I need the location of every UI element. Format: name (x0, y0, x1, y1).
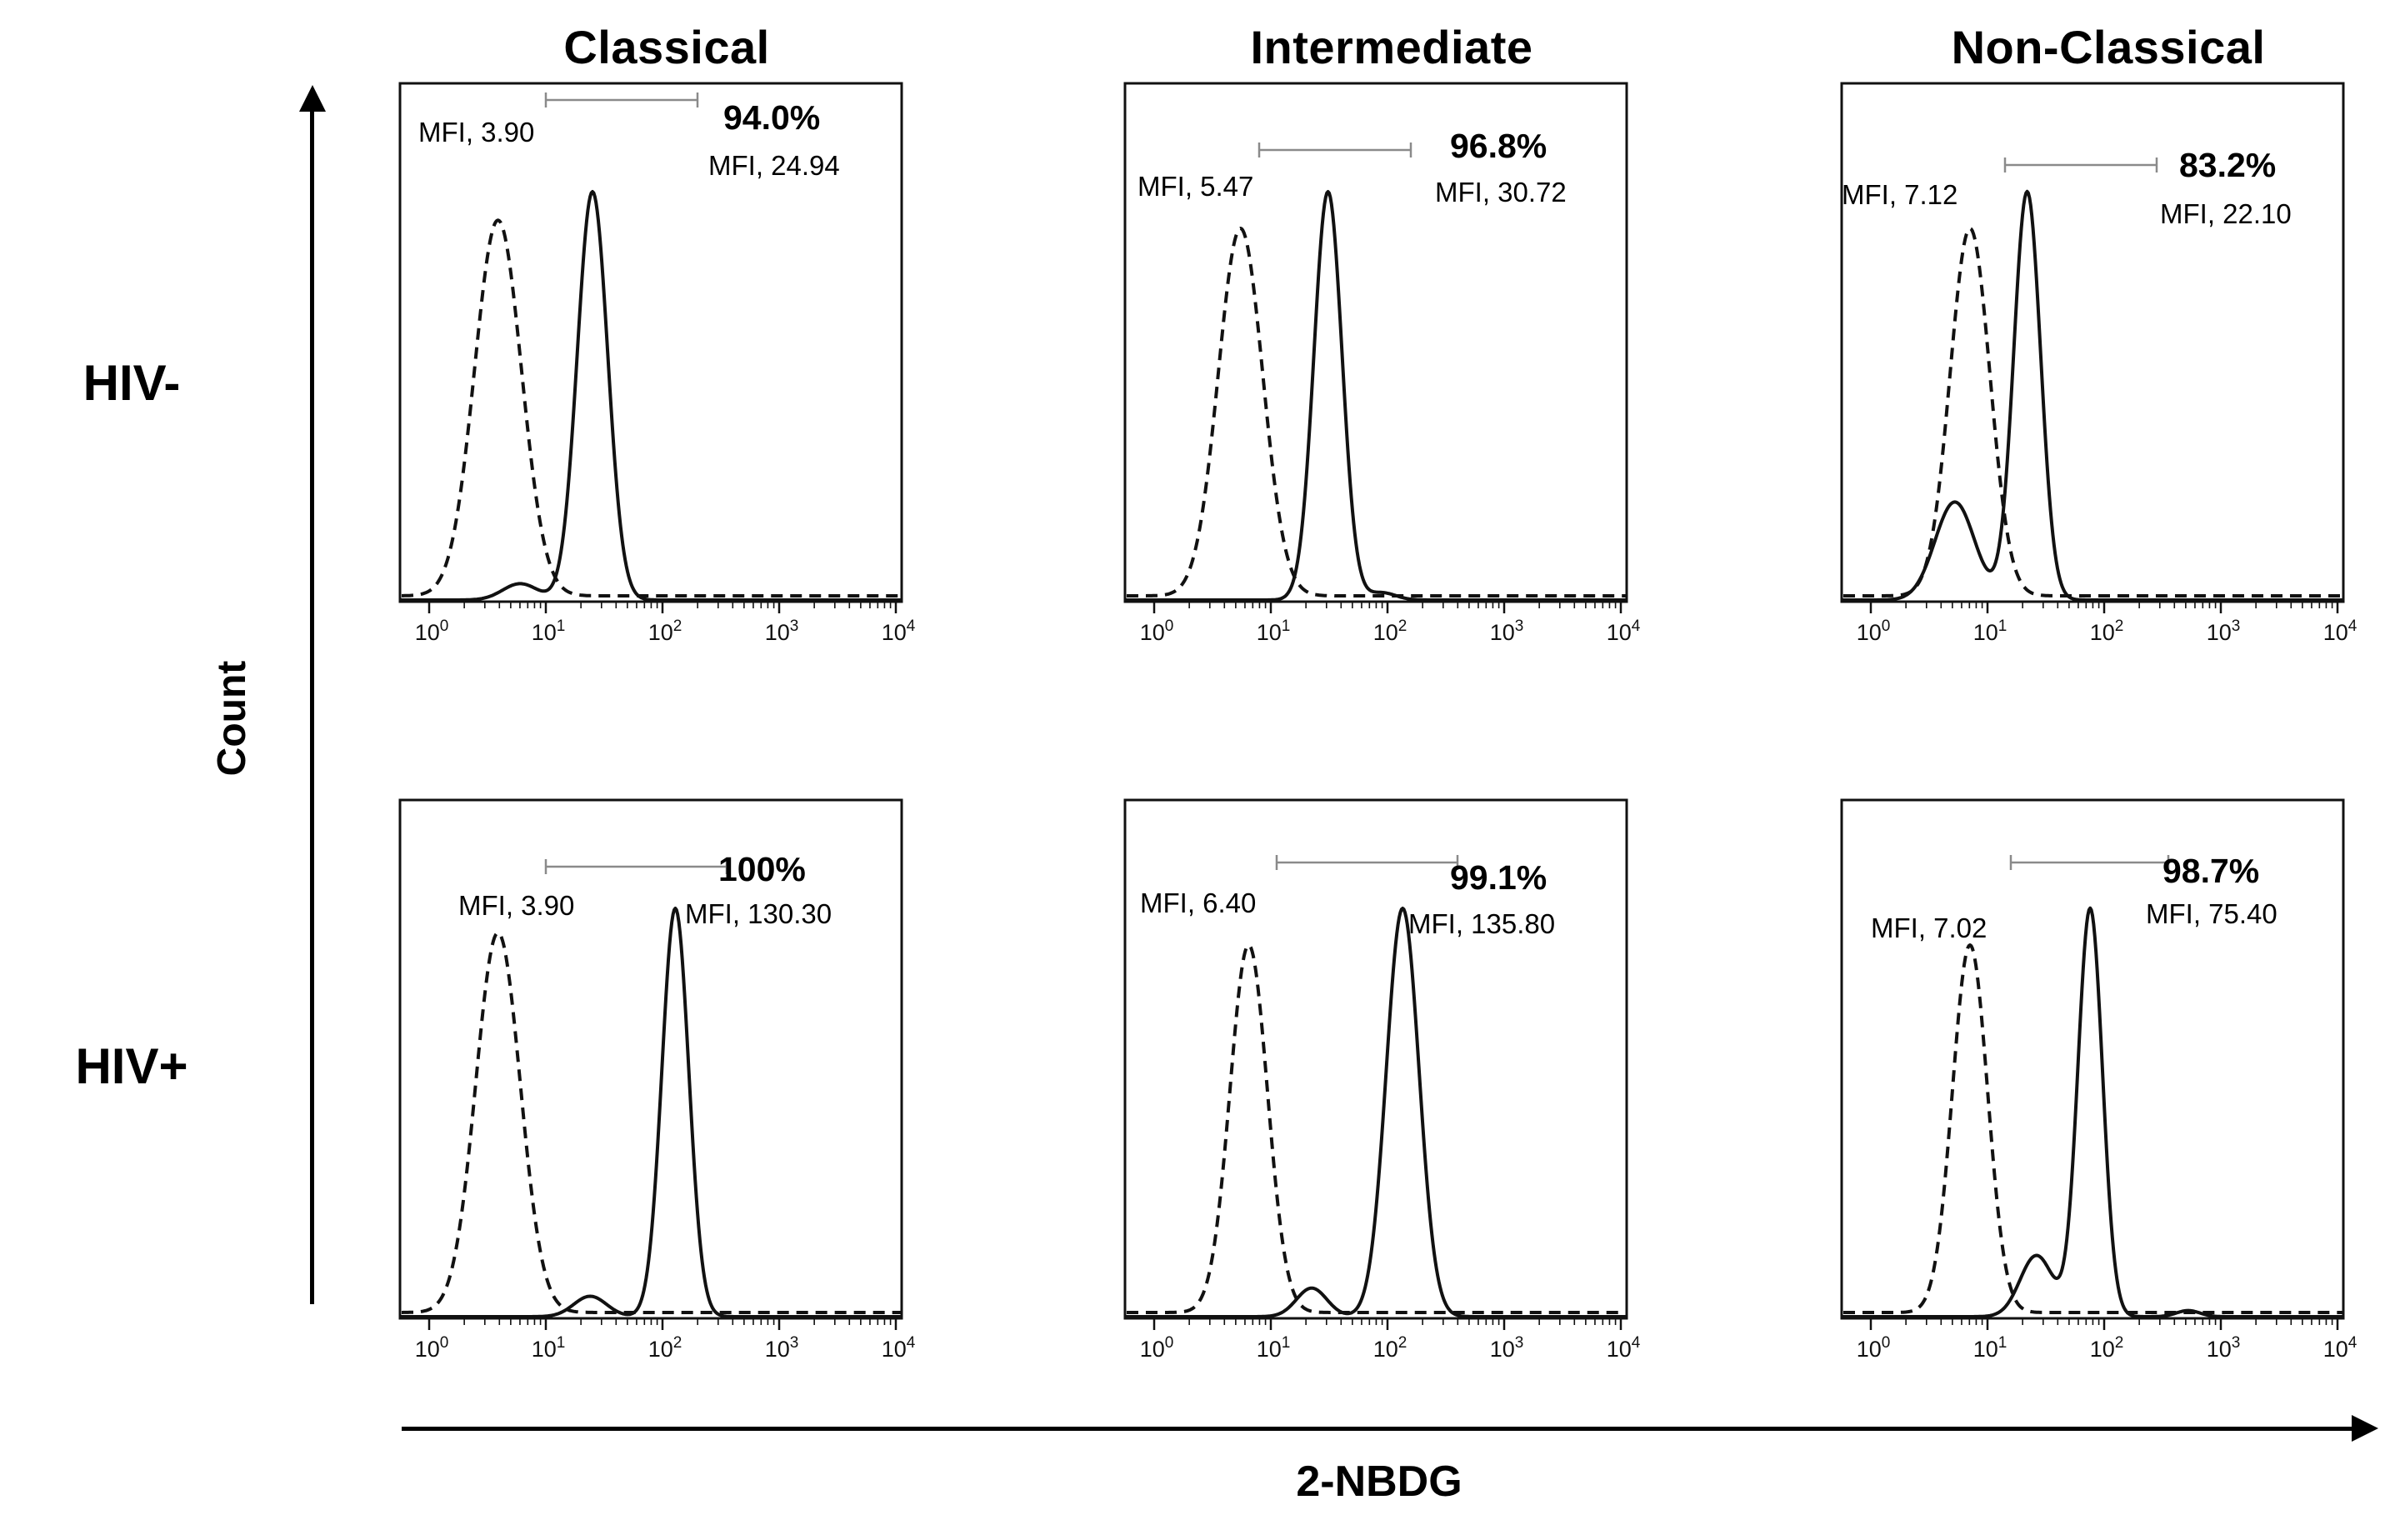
svg-text:104: 104 (2323, 1334, 2358, 1362)
panel-hiv-pos-classical: 100 101 102 103 104 MFI, 3.90 100% MFI, 130.… (392, 792, 942, 1375)
panel-hiv-neg-classical: 100 101 102 103 104 MFI, 3.90 94.0% MFI, 24.… (392, 75, 942, 658)
sample-mfi-label: MFI, 130.30 (685, 898, 832, 929)
control-mfi-label: MFI, 5.47 (1138, 171, 1254, 202)
svg-text:100: 100 (1140, 1334, 1174, 1362)
svg-text:100: 100 (1857, 618, 1891, 645)
svg-text:103: 103 (1490, 618, 1524, 645)
svg-text:102: 102 (2090, 618, 2124, 645)
gate-percent-label: 99.1% (1450, 858, 1548, 897)
column-title-non-classical: Non-Classical (1951, 21, 2266, 73)
y-axis-arrowhead-icon (299, 85, 326, 112)
control-mfi-label: MFI, 7.12 (1842, 179, 1958, 210)
row-title-hiv-negative: HIV- (82, 355, 181, 411)
control-mfi-label: MFI, 7.02 (1871, 912, 1988, 943)
gate-percent-label: 83.2% (2179, 146, 2277, 184)
svg-text:104: 104 (2323, 618, 2358, 645)
histogram-plot: 100 101 102 103 104 (1123, 82, 1641, 645)
svg-text:101: 101 (1257, 618, 1291, 645)
svg-text:100: 100 (415, 618, 449, 645)
gate-bracket (2009, 855, 2170, 870)
sample-mfi-label: MFI, 30.72 (1435, 177, 1567, 208)
svg-text:103: 103 (2207, 1334, 2241, 1362)
svg-text:102: 102 (648, 618, 682, 645)
gate-percent-label: 96.8% (1450, 127, 1548, 165)
svg-text:103: 103 (765, 618, 799, 645)
x-axis-arrowhead-icon (2352, 1415, 2378, 1442)
svg-text:101: 101 (532, 618, 566, 645)
control-mfi-label: MFI, 3.90 (458, 890, 575, 921)
control-mfi-label: MFI, 6.40 (1140, 888, 1257, 918)
x-axis-label: 2-NBDG (1296, 1458, 1462, 1506)
gate-bracket (2003, 158, 2158, 172)
gate-bracket (544, 859, 728, 874)
panel-hiv-neg-intermediate: 100 101 102 103 104 MFI, 5.47 96.8% MFI, 30.… (1117, 75, 1667, 658)
svg-text:101: 101 (532, 1334, 566, 1362)
svg-text:104: 104 (882, 1334, 916, 1362)
panel-hiv-pos-intermediate: 100 101 102 103 104 MFI, 6.40 99.1% MFI, 135… (1117, 792, 1667, 1375)
svg-text:103: 103 (765, 1334, 799, 1362)
histogram-plot: 100 101 102 103 104 (1840, 798, 2358, 1362)
gate-bracket (1258, 142, 1412, 158)
svg-text:104: 104 (1607, 1334, 1641, 1362)
column-title-intermediate: Intermediate (1250, 21, 1533, 73)
svg-text:103: 103 (2207, 618, 2241, 645)
sample-mfi-label: MFI, 75.40 (2146, 898, 2278, 929)
row-title-hiv-positive: HIV+ (75, 1038, 188, 1094)
column-title-classical: Classical (563, 21, 770, 73)
sample-mfi-label: MFI, 135.80 (1408, 908, 1556, 939)
gate-percent-label: 98.7% (2162, 852, 2260, 890)
svg-text:103: 103 (1490, 1334, 1524, 1362)
svg-text:102: 102 (1373, 1334, 1408, 1362)
sample-mfi-label: MFI, 24.94 (708, 150, 840, 181)
gate-percent-label: 94.0% (723, 98, 821, 137)
y-axis-label: Count (210, 660, 254, 777)
svg-text:101: 101 (1257, 1334, 1291, 1362)
svg-text:104: 104 (882, 618, 916, 645)
svg-text:100: 100 (1140, 618, 1174, 645)
x-axis-line (402, 1427, 2357, 1431)
svg-text:101: 101 (1973, 1334, 2008, 1362)
gate-bracket (1275, 855, 1459, 870)
histogram-plot: 100 101 102 103 104 (1840, 82, 2358, 645)
histogram-plot: 100 101 102 103 104 (1123, 798, 1641, 1362)
svg-text:102: 102 (648, 1334, 682, 1362)
svg-text:101: 101 (1973, 618, 2008, 645)
gate-bracket (544, 92, 699, 108)
control-mfi-label: MFI, 3.90 (418, 117, 535, 148)
panel-hiv-neg-non-classical: 100 101 102 103 104 MFI, 7.12 83.2% MFI, 22.… (1833, 75, 2383, 658)
panel-hiv-pos-non-classical: 100 101 102 103 104 MFI, 7.02 98.7% MFI, 75.… (1833, 792, 2383, 1375)
svg-text:104: 104 (1607, 618, 1641, 645)
svg-text:100: 100 (415, 1334, 449, 1362)
histogram-plot: 100 101 102 103 104 (398, 82, 916, 645)
gate-percent-label: 100% (718, 850, 806, 888)
svg-text:102: 102 (2090, 1334, 2124, 1362)
sample-mfi-label: MFI, 22.10 (2160, 198, 2292, 229)
histogram-plot: 100 101 102 103 104 (398, 798, 916, 1362)
y-axis-line (310, 108, 314, 1304)
svg-text:102: 102 (1373, 618, 1408, 645)
svg-text:100: 100 (1857, 1334, 1891, 1362)
